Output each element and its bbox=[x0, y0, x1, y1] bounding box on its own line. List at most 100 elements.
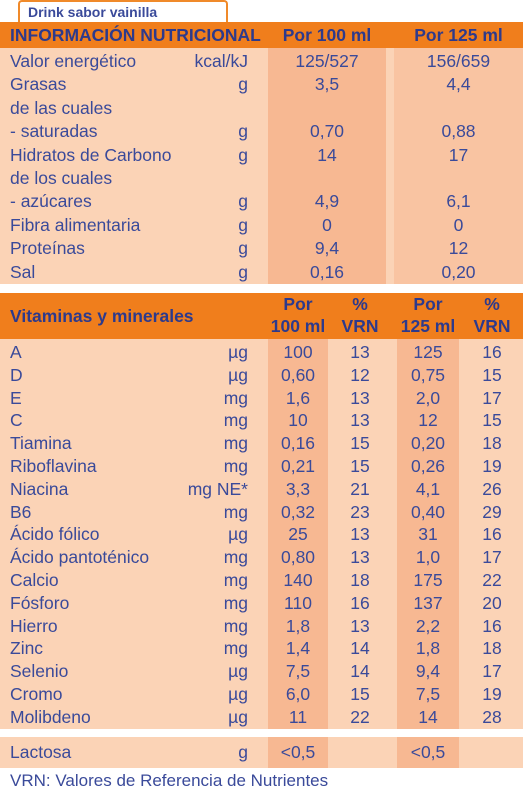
row-name: Fibra alimentaria bbox=[10, 214, 141, 235]
row-name: Tiamina bbox=[10, 433, 72, 454]
row-value-125ml: 0,88 bbox=[441, 121, 476, 142]
row-vrn-100ml: 16 bbox=[350, 592, 370, 613]
vitamin-row: Tiamina mg 0,16 15 0,20 18 bbox=[0, 432, 523, 456]
row-value-100ml: 0,32 bbox=[280, 501, 316, 522]
row-value-125ml: 0,40 bbox=[410, 501, 446, 522]
row-vrn-100ml: 13 bbox=[350, 547, 370, 568]
row-name: Cromo bbox=[10, 684, 63, 704]
vitamin-row: B6 mg 0,32 23 0,40 29 bbox=[0, 501, 523, 525]
row-value-100ml: 9,4 bbox=[314, 238, 340, 259]
row-value-125ml: 4,4 bbox=[446, 74, 471, 95]
vitamin-row: Hierro mg 1,8 13 2,2 16 bbox=[0, 615, 523, 639]
row-vrn-125ml: 17 bbox=[482, 547, 502, 568]
row-name: Selenio bbox=[10, 661, 69, 682]
col-bg-vit-100ml bbox=[268, 293, 328, 729]
vitamin-row: Fósforo mg 110 16 137 20 bbox=[0, 592, 523, 616]
vitamin-row: Zinc mg 1,4 14 1,8 18 bbox=[0, 637, 523, 661]
row-value-100ml: 0,16 bbox=[309, 261, 345, 282]
row-vrn-125ml: 16 bbox=[482, 524, 502, 545]
vit-col3-line2: 125 ml bbox=[400, 316, 456, 336]
row-value-100ml: 0 bbox=[322, 214, 332, 235]
row-value-100ml: 100 bbox=[283, 342, 313, 362]
row-unit: g bbox=[238, 742, 248, 762]
row-value-100ml: 3,3 bbox=[285, 478, 311, 499]
nutrition-row: Valor energético kcal/kJ 125/527 156/659 bbox=[0, 50, 523, 74]
row-name: Lactosa bbox=[10, 742, 72, 762]
row-unit: µg bbox=[228, 524, 248, 545]
row-unit: g bbox=[238, 144, 248, 165]
row-vrn-125ml: 15 bbox=[482, 364, 502, 385]
row-value-100ml: 7,5 bbox=[285, 661, 311, 682]
vitamins-header: Vitaminas y minerales Por % Por % 100 ml… bbox=[0, 293, 523, 339]
row-value-100ml: 14 bbox=[317, 144, 337, 165]
row-vrn-100ml: 13 bbox=[350, 342, 370, 362]
col-bg-lact-125ml bbox=[397, 737, 459, 768]
nutrition-row: Proteínas g 9,4 12 bbox=[0, 237, 523, 261]
row-unit: mg bbox=[223, 501, 248, 522]
col-bg-lact-100ml bbox=[268, 737, 328, 768]
row-vrn-100ml: 14 bbox=[350, 661, 370, 682]
product-title-tab: Drink sabor vainilla bbox=[18, 0, 228, 22]
row-name: Sal bbox=[10, 261, 36, 282]
row-vrn-125ml: 19 bbox=[482, 684, 502, 704]
row-unit: mg bbox=[223, 638, 248, 659]
vitamin-row: Cromo µg 6,0 15 7,5 19 bbox=[0, 683, 523, 707]
row-unit: mg bbox=[223, 570, 248, 590]
row-value-125ml: 0,26 bbox=[410, 456, 446, 476]
row-name: Fósforo bbox=[10, 592, 70, 613]
row-value-100ml: 10 bbox=[288, 410, 308, 431]
row-vrn-125ml: 22 bbox=[482, 570, 502, 590]
row-name: Hierro bbox=[10, 615, 58, 636]
nutrition-table: INFORMACIÓN NUTRICIONAL Por 100 ml Por 1… bbox=[0, 22, 523, 284]
col-bg-vit-125ml bbox=[397, 293, 459, 729]
col-bg-125ml bbox=[394, 22, 523, 284]
row-value-125ml: 1,8 bbox=[415, 638, 441, 659]
row-vrn-125ml: 16 bbox=[482, 342, 502, 362]
row-unit: µg bbox=[228, 342, 248, 362]
row-name: Proteínas bbox=[10, 238, 85, 259]
vit-col4-line2: VRN bbox=[473, 316, 511, 336]
row-value-125ml: 175 bbox=[413, 570, 443, 590]
row-unit: g bbox=[238, 74, 248, 95]
lactose-table: Lactosa g <0,5 <0,5 bbox=[0, 737, 523, 768]
row-name: B6 bbox=[10, 501, 32, 522]
row-unit: g bbox=[238, 261, 248, 282]
row-name: Zinc bbox=[10, 638, 44, 659]
row-vrn-100ml: 23 bbox=[350, 501, 370, 522]
vitamin-row: Calcio mg 140 18 175 22 bbox=[0, 569, 523, 593]
row-vrn-125ml: 16 bbox=[482, 615, 502, 636]
row-vrn-100ml: 22 bbox=[350, 706, 370, 727]
row-vrn-100ml: 18 bbox=[350, 570, 370, 590]
row-vrn-100ml: 21 bbox=[350, 478, 370, 499]
row-unit: g bbox=[238, 191, 248, 212]
row-value-125ml: 137 bbox=[413, 592, 443, 613]
row-name: - saturadas bbox=[10, 121, 98, 142]
row-name: Valor energético bbox=[10, 51, 137, 71]
row-vrn-125ml: 17 bbox=[482, 661, 502, 682]
nutrition-row: Fibra alimentaria g 0 0 bbox=[0, 214, 523, 238]
row-value-125ml: 17 bbox=[448, 144, 469, 165]
row-name: - azúcares bbox=[10, 191, 92, 212]
row-unit: g bbox=[238, 214, 248, 235]
row-value-125ml: 125 bbox=[413, 342, 443, 362]
row-vrn-100ml: 13 bbox=[350, 524, 370, 545]
vitamin-row: Ácido pantoténico mg 0,80 13 1,0 17 bbox=[0, 546, 523, 570]
vitamins-title: Vitaminas y minerales bbox=[10, 306, 194, 326]
vitamins-table: Vitaminas y minerales Por % Por % 100 ml… bbox=[0, 293, 523, 729]
row-vrn-100ml: 13 bbox=[350, 410, 370, 431]
row-unit: mg bbox=[223, 456, 248, 476]
row-value-100ml: 1,8 bbox=[285, 615, 311, 636]
nutrition-row: de los cuales bbox=[0, 167, 523, 191]
row-name: de las cuales bbox=[10, 97, 113, 118]
row-vrn-100ml: 13 bbox=[350, 615, 370, 636]
row-unit: mg bbox=[223, 615, 248, 636]
row-name: E bbox=[10, 387, 22, 408]
row-value-125ml: 2,0 bbox=[415, 387, 441, 408]
nutrition-row: Sal g 0,16 0,20 bbox=[0, 261, 523, 285]
row-value-100ml: <0,5 bbox=[280, 742, 316, 762]
vit-col2-line1: % bbox=[352, 294, 368, 314]
row-value-125ml: 0,20 bbox=[410, 433, 446, 454]
